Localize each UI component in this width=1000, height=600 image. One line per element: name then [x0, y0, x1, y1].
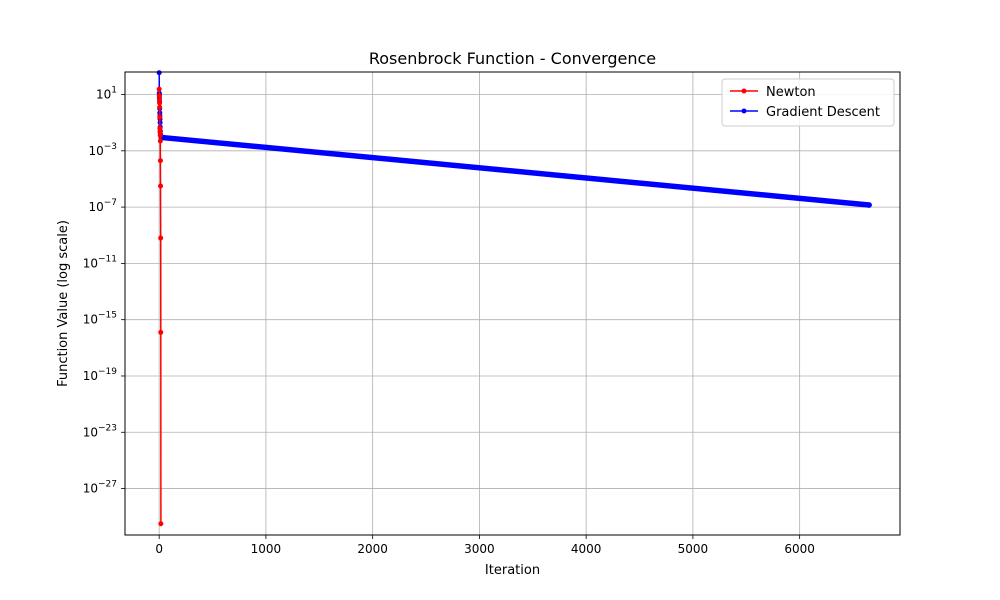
x-tick-label: 6000: [784, 542, 815, 556]
legend-marker-newton: [741, 88, 747, 94]
y-tick-label: 10−7: [88, 198, 117, 214]
legend-marker-gradient-descent: [741, 108, 747, 114]
newton-point: [158, 521, 164, 527]
legend-label-gradient-descent: Gradient Descent: [766, 105, 880, 120]
y-axis-label: Function Value (log scale): [56, 220, 71, 387]
gradient-descent-point: [156, 70, 162, 76]
y-tick-label: 10−19: [83, 367, 118, 383]
newton-point: [158, 329, 164, 335]
y-tick-label: 10−27: [83, 480, 117, 496]
newton-point: [158, 183, 164, 189]
x-tick-label: 3000: [464, 542, 495, 556]
legend-box: [721, 78, 895, 127]
axes: 0 1000 2000 3000 4000 5000 6000 101 10−3 10−7 10−1…: [83, 86, 815, 556]
newton-point: [157, 158, 163, 164]
y-tick-label: 10−11: [83, 254, 117, 270]
legend: Newton Gradient Descent: [721, 78, 895, 127]
x-tick-label: 2000: [357, 542, 388, 556]
newton-point: [157, 114, 163, 120]
y-tick-label: 10−15: [83, 311, 117, 327]
x-tick-label: 4000: [571, 542, 602, 556]
x-axis-label: Iteration: [485, 563, 540, 578]
x-tick-label: 0: [155, 542, 163, 556]
newton-point: [157, 132, 163, 138]
chart-title: Rosenbrock Function - Convergence: [369, 49, 656, 68]
y-tick-label: 10−3: [88, 142, 117, 158]
gradient-descent-markers: [158, 134, 872, 208]
newton-point: [156, 86, 162, 92]
x-tick-label: 1000: [251, 542, 282, 556]
newton-point: [157, 104, 163, 110]
y-tick-label: 10−23: [83, 423, 117, 439]
x-tick-label: 5000: [678, 542, 709, 556]
newton-point: [157, 100, 163, 106]
gradient-descent-point: [866, 202, 872, 208]
plot-frame: [124, 71, 901, 536]
series-layer: [156, 70, 872, 527]
legend-label-newton: Newton: [766, 85, 816, 100]
newton-point: [158, 235, 164, 241]
series-newton: [156, 86, 164, 527]
newton-point: [156, 93, 162, 99]
grid: [125, 72, 900, 535]
newton-point: [157, 138, 163, 144]
y-tick-label: 101: [96, 86, 117, 102]
